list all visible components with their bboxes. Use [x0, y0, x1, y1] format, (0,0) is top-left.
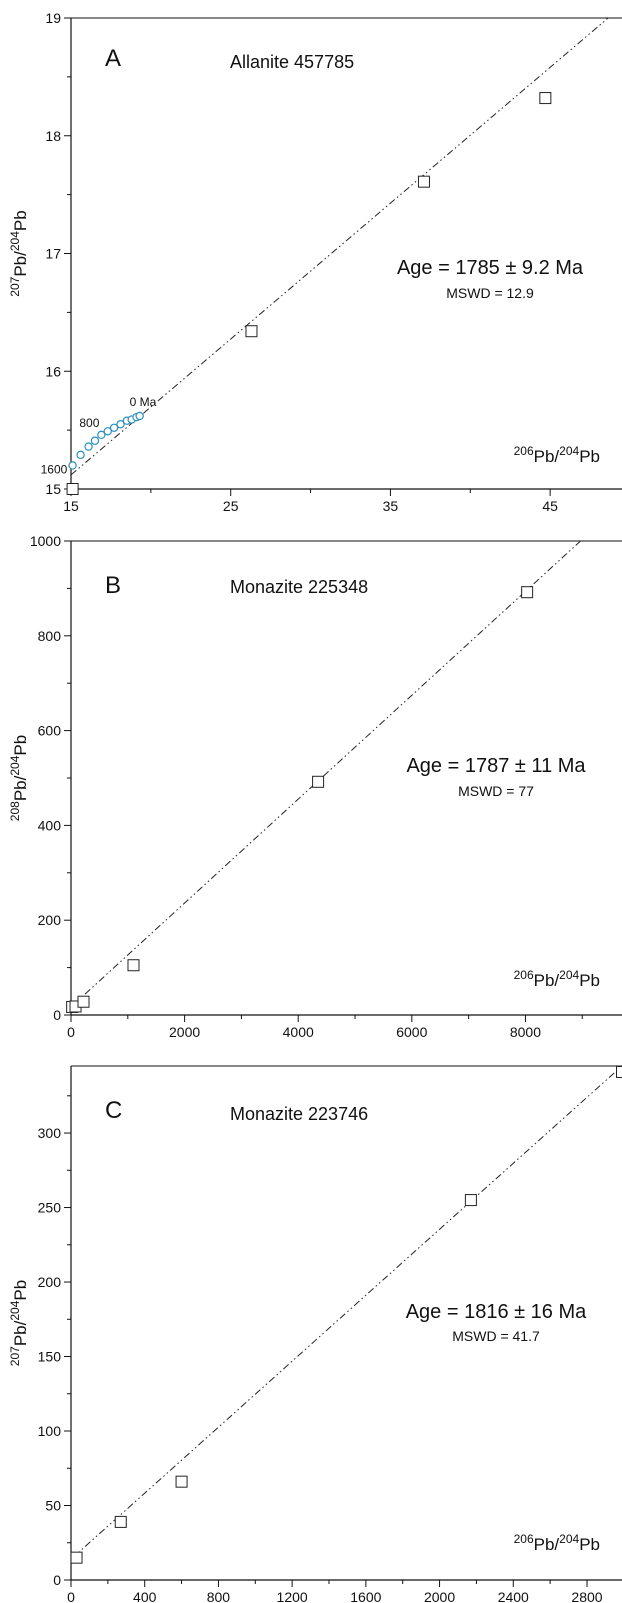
x-axis-label: 206Pb/204Pb	[514, 1532, 600, 1554]
y-axis-label: 207Pb/204Pb	[8, 1280, 30, 1366]
y-tick-label: 17	[45, 246, 61, 262]
panel-title: Allanite 457785	[230, 52, 354, 72]
data-point	[312, 775, 325, 788]
data-point	[417, 175, 430, 188]
y-tick-label: 15	[45, 481, 61, 497]
mswd-result: MSWD = 12.9	[446, 285, 534, 301]
growth-curve-point	[103, 427, 112, 436]
growth-curve-point	[76, 450, 85, 460]
growth-curve-point	[135, 411, 144, 421]
panel-a: 15 25 35 45 15 16 17 18 19 1600 800 0 Ma A Allanite 4…	[8, 10, 622, 514]
growth-curve-label: 1600	[41, 462, 68, 476]
data-point	[66, 483, 79, 495]
x-tick-label: 2800	[571, 1589, 602, 1603]
data-point	[521, 586, 534, 599]
data-point	[245, 325, 258, 338]
panel-letter: C	[105, 1097, 122, 1124]
isochron-line	[71, 18, 609, 476]
y-tick-label: 300	[38, 1125, 62, 1141]
x-tick-label: 0	[67, 1589, 75, 1603]
age-result: Age = 1787 ± 11 Ma	[406, 755, 586, 777]
growth-curve-label: 800	[79, 416, 99, 430]
x-axis-label: 206Pb/204Pb	[514, 444, 600, 466]
mswd-result: MSWD = 77	[458, 783, 534, 799]
growth-curve-point	[109, 423, 119, 432]
isochron-line	[71, 541, 582, 1008]
y-tick-label: 16	[45, 363, 61, 379]
x-tick-label: 2400	[498, 1589, 529, 1603]
x-tick-label: 1600	[350, 1589, 381, 1603]
x-tick-label: 2000	[424, 1589, 455, 1603]
data-point	[114, 1515, 127, 1528]
x-tick-label: 0	[67, 1024, 75, 1040]
y-tick-label: 400	[38, 817, 62, 833]
data-point	[77, 995, 90, 1008]
y-tick-label: 0	[53, 1572, 61, 1588]
panel-title: Monazite 223746	[230, 1104, 368, 1124]
x-tick-label: 4000	[283, 1024, 314, 1040]
y-axis-label: 207Pb/204Pb	[8, 210, 30, 296]
growth-curve-label: 0 Ma	[130, 395, 157, 409]
x-tick-label: 2000	[169, 1024, 200, 1040]
data-point	[616, 1065, 622, 1078]
growth-curve-point	[84, 442, 93, 451]
mswd-result: MSWD = 41.7	[452, 1328, 540, 1344]
y-tick-label: 250	[38, 1200, 62, 1216]
data-point	[175, 1475, 188, 1488]
age-result: Age = 1785 ± 9.2 Ma	[397, 257, 584, 279]
panel-letter: B	[105, 572, 121, 599]
x-tick-label: 45	[542, 498, 558, 514]
x-tick-label: 800	[207, 1589, 231, 1603]
y-tick-label: 1000	[30, 533, 61, 549]
y-axis-label: 208Pb/204Pb	[8, 735, 30, 821]
x-tick-label: 15	[63, 498, 79, 514]
data-point	[464, 1194, 477, 1207]
growth-curve-point	[97, 430, 106, 440]
y-tick-label: 800	[38, 628, 62, 644]
age-result: Age = 1816 ± 16 Ma	[406, 1301, 587, 1323]
y-tick-label: 18	[45, 128, 61, 144]
x-tick-label: 35	[383, 498, 399, 514]
y-tick-label: 0	[53, 1007, 61, 1023]
x-tick-label: 25	[223, 498, 239, 514]
y-tick-label: 150	[38, 1349, 62, 1365]
y-tick-label: 200	[38, 1274, 62, 1290]
y-tick-label: 200	[38, 912, 62, 928]
x-axis-label: 206Pb/204Pb	[514, 968, 600, 990]
panel-c: 0 400 800 1200 1600 2000 2400 2800 0 50 100 150 200 2…	[8, 1065, 622, 1603]
x-tick-label: 1200	[277, 1589, 308, 1603]
growth-curve-point	[116, 420, 125, 429]
y-tick-label: 19	[45, 10, 61, 26]
panel-letter: A	[105, 45, 121, 72]
data-point	[539, 92, 552, 105]
data-point	[70, 1551, 83, 1564]
x-tick-label: 400	[133, 1589, 157, 1603]
x-tick-label: 6000	[396, 1024, 427, 1040]
growth-curve-point	[90, 436, 100, 445]
y-tick-label: 600	[38, 723, 62, 739]
y-tick-label: 50	[45, 1498, 61, 1514]
x-tick-label: 8000	[510, 1024, 541, 1040]
growth-curve-point	[68, 461, 77, 470]
panel-b: 0 2000 4000 6000 8000 0 200 400 600 800 1000 B Monaz…	[8, 533, 622, 1040]
panel-title: Monazite 225348	[230, 577, 368, 597]
data-point	[127, 959, 140, 972]
y-tick-label: 100	[38, 1423, 62, 1439]
